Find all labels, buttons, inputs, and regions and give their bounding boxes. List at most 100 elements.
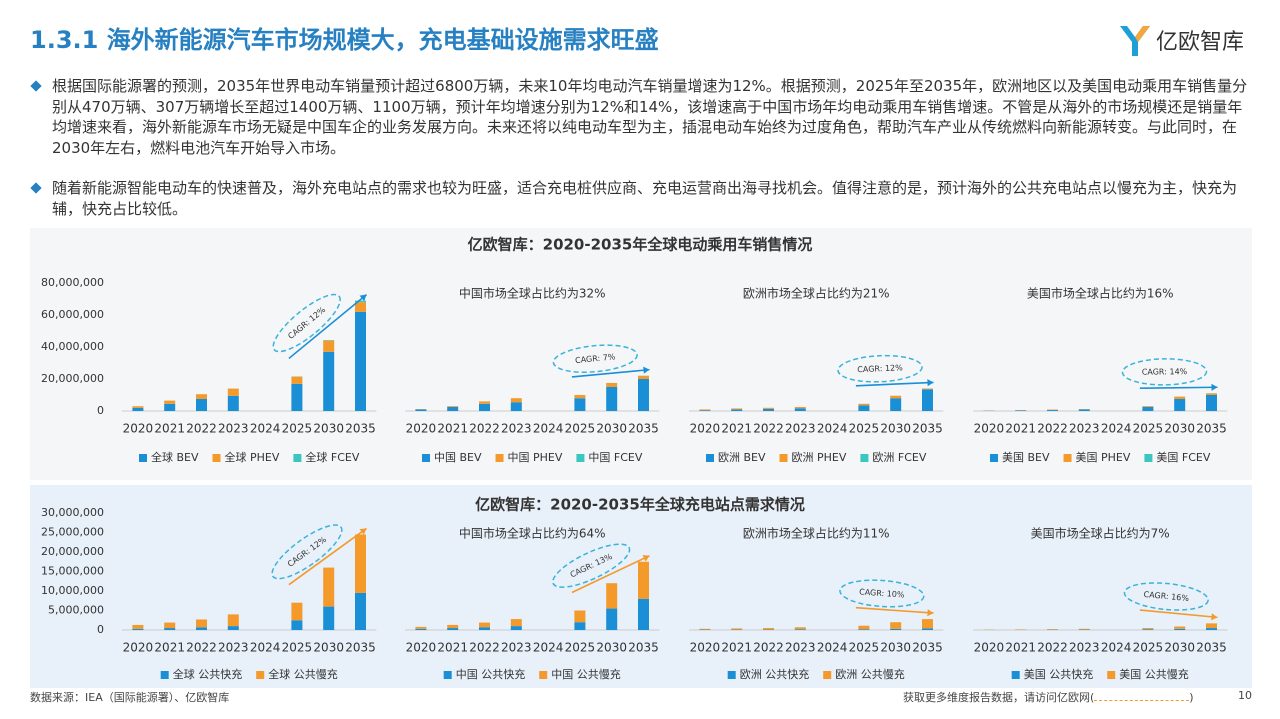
bar-segment [606, 608, 618, 630]
bar-segment [227, 388, 239, 396]
x-tick-label: 2021 [1005, 422, 1036, 436]
bar-segment [1174, 396, 1186, 399]
arrow-head [927, 379, 934, 387]
bar-segment [763, 408, 774, 411]
x-tick-label: 2024 [250, 422, 281, 436]
x-tick-label: 2023 [785, 422, 816, 436]
bar-segment [890, 398, 902, 411]
x-tick-label: 2030 [596, 422, 627, 436]
bar-segment [355, 302, 366, 312]
legend: 中国 公共快充 中国 公共慢充 [443, 667, 621, 681]
bar-segment [1078, 409, 1090, 411]
x-tick-label: 2025 [565, 422, 596, 436]
x-tick-label: 2021 [154, 422, 185, 436]
cagr-arrow [288, 293, 368, 360]
bar-segment [479, 622, 490, 628]
bar-segment [606, 387, 618, 411]
legend-label: 美国 PHEV [1076, 451, 1131, 464]
bar-segment [1078, 628, 1090, 630]
x-tick-label: 2020 [123, 641, 154, 655]
bar-segment [415, 626, 427, 629]
legend: 全球 公共快充 全球 公共慢充 [160, 667, 338, 681]
cagr-arrow [571, 555, 650, 594]
bar-segment [763, 628, 774, 630]
legend: 欧洲 BEV 欧洲 PHEV 欧洲 FCEV [705, 451, 927, 464]
cagr-label: CAGR: 16% [1143, 590, 1189, 603]
legend: 美国 公共快充 美国 公共慢充 [1011, 667, 1189, 681]
x-tick-label: 2030 [1164, 422, 1195, 436]
logo-icon [1120, 26, 1150, 56]
x-tick-label: 2024 [817, 422, 848, 436]
x-tick-label: 2035 [345, 422, 376, 436]
bar-segment [922, 388, 933, 390]
cagr-ellipse [552, 344, 638, 373]
legend-label: 全球 PHEV [225, 450, 280, 464]
bar-segment [291, 602, 303, 621]
legend-label: 美国 BEV [1002, 451, 1050, 464]
bar-segment [794, 408, 806, 411]
bar-segment [638, 379, 649, 411]
bar-segment [699, 628, 711, 630]
x-tick-label: 2021 [154, 641, 185, 655]
x-tick-label: 2035 [628, 422, 659, 436]
bar-segment [510, 619, 522, 627]
legend: 中国 BEV 中国 PHEV 中国 FCEV [421, 451, 643, 464]
legend-swatch [779, 454, 788, 462]
bar-segment [196, 627, 207, 630]
y-tick-label: 25,000,000 [41, 526, 104, 539]
legend-label: 美国 公共快充 [1024, 667, 1093, 681]
x-tick-label: 2030 [1164, 641, 1195, 655]
bar-segment [606, 583, 618, 609]
x-tick-label: 2024 [250, 641, 281, 655]
bar-segment [132, 407, 144, 411]
x-tick-label: 2025 [849, 641, 880, 655]
arrow-head [359, 528, 367, 535]
y-tick-label: 10,000,000 [41, 584, 104, 597]
bar-segment [794, 629, 806, 630]
legend-label: 中国 BEV [434, 451, 482, 464]
x-tick-label: 2023 [1069, 641, 1100, 655]
x-tick-label: 2022 [753, 422, 784, 436]
bar-segment [323, 567, 335, 607]
x-tick-label: 2021 [1005, 641, 1036, 655]
bar-segment [355, 311, 366, 411]
x-tick-label: 2025 [1133, 641, 1164, 655]
bar-segment [858, 403, 870, 406]
legend-swatch [705, 454, 714, 462]
bar-segment [291, 376, 303, 384]
x-tick-label: 2024 [1101, 422, 1132, 436]
legend-swatch [1011, 671, 1020, 679]
cagr-arrow [1139, 609, 1218, 619]
bar-segment [132, 628, 144, 630]
bar-segment [890, 622, 902, 629]
logo-text: 亿欧智库 [1156, 30, 1245, 55]
arrow-head [359, 294, 367, 302]
x-tick-label: 2024 [533, 422, 564, 436]
bar-segment [638, 561, 649, 599]
x-tick-label: 2023 [218, 422, 249, 436]
legend-swatch [138, 454, 147, 462]
bar-segment [510, 398, 522, 403]
x-tick-label: 2035 [1196, 422, 1227, 436]
cagr-ellipse [837, 354, 923, 383]
link-suffix: ) [1189, 691, 1194, 704]
bar-segment [1142, 629, 1154, 630]
arrow-head [1211, 613, 1218, 621]
cagr-label: CAGR: 7% [575, 352, 616, 365]
bar-segment [1047, 410, 1058, 411]
bar-segment [1206, 623, 1217, 629]
x-tick-label: 2024 [533, 641, 564, 655]
bar-segment [731, 409, 743, 411]
cagr-label: CAGR: 14% [1142, 367, 1188, 377]
x-tick-label: 2020 [690, 422, 721, 436]
source: 数据来源：IEA（国际能源署）、亿欧智库 [30, 691, 230, 704]
bar-segment [1142, 406, 1154, 407]
bar-segment [132, 624, 144, 629]
y-tick-label: 60,000,000 [41, 308, 104, 321]
cagr-ellipse [1123, 582, 1209, 611]
legend-label: 中国 公共慢充 [551, 667, 621, 681]
arrow-head [1211, 383, 1218, 391]
bar-segment [323, 340, 335, 352]
x-tick-label: 2021 [437, 641, 468, 655]
